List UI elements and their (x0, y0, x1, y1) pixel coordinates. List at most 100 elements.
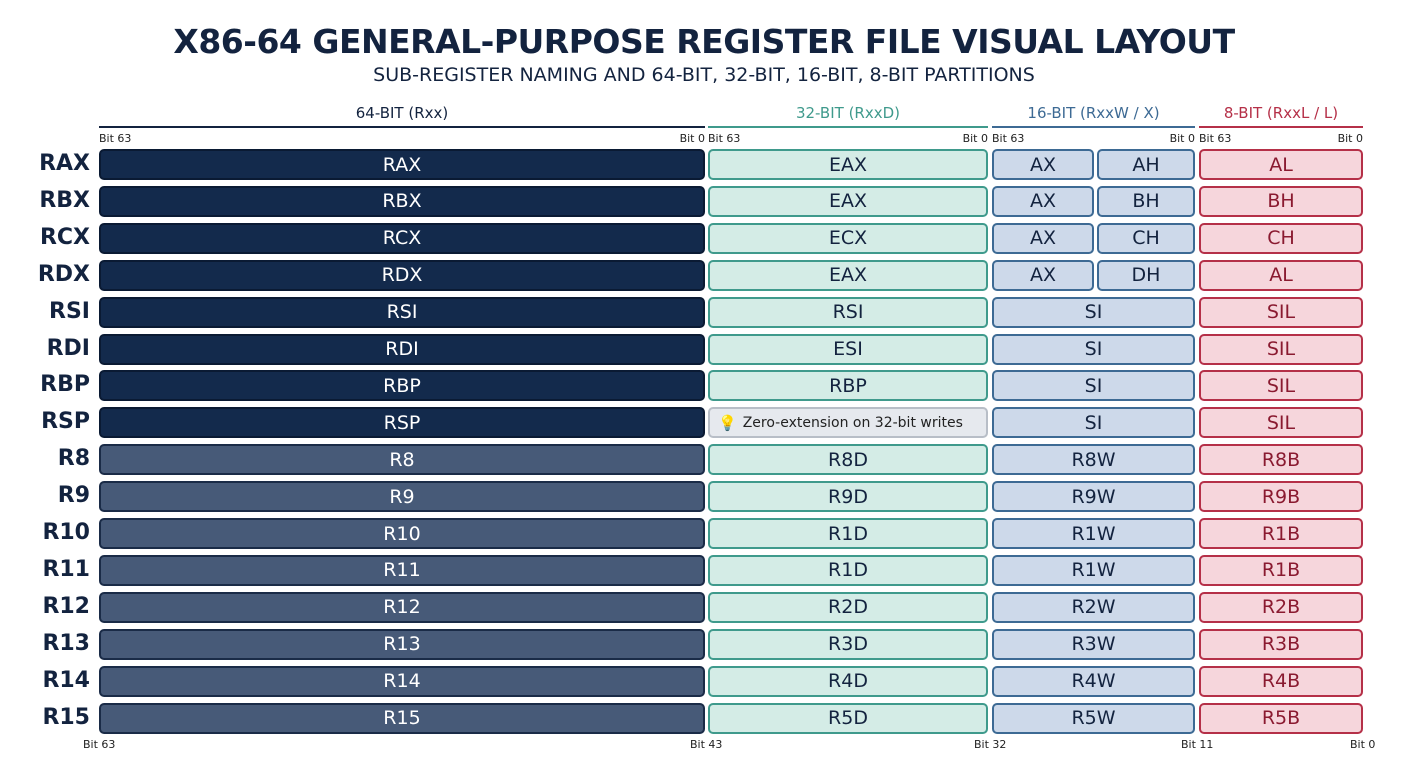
register-16bit: R9W (992, 481, 1195, 513)
bit-label: Bit 63 (99, 132, 132, 145)
lightbulb-icon: 💡 (718, 413, 737, 432)
register-8bit: R9B (1199, 481, 1363, 513)
register-64bit: R10 (99, 518, 705, 549)
register-8bit: SIL (1199, 296, 1363, 328)
bottom-bit-label: Bit 43 (690, 738, 723, 751)
register-64bit: RSI (99, 296, 705, 328)
register-16bit: AX (992, 222, 1094, 254)
column-header: 64-BIT (Rxx) (99, 104, 705, 128)
register-label: R14 (42, 667, 90, 693)
register-64bit: RBP (99, 370, 705, 402)
register-label: R9 (57, 483, 90, 509)
register-16bit: R2W (992, 591, 1195, 623)
register-16bit: AX (992, 149, 1094, 180)
bit-label: Bit 0 (962, 132, 988, 145)
register-16bit: SI (992, 370, 1195, 402)
register-8bit: AL (1199, 259, 1363, 291)
register-8bit: CH (1199, 222, 1363, 254)
register-label: R15 (42, 704, 90, 730)
register-8bit-high: CH (1097, 222, 1195, 254)
column-header: 32-BIT (RxxD) (708, 104, 988, 128)
bit-label: Bit 63 (1199, 132, 1232, 145)
bit-label: Bit 0 (1169, 132, 1195, 145)
register-32bit: RBP (708, 370, 988, 402)
register-32bit: R3D (708, 628, 988, 660)
register-64bit: R9 (99, 481, 705, 513)
note-text: Zero-extension on 32-bit writes (742, 414, 963, 431)
register-64bit: RCX (99, 222, 705, 254)
register-8bit: R1B (1199, 554, 1363, 586)
register-label: R13 (42, 630, 90, 656)
register-16bit: R1W (992, 518, 1195, 549)
register-16bit: R1W (992, 554, 1195, 586)
register-64bit: R14 (99, 665, 705, 697)
register-32bit: R1D (708, 518, 988, 549)
register-64bit: R11 (99, 554, 705, 586)
register-label: RCX (39, 224, 90, 250)
register-8bit-high: DH (1097, 259, 1195, 291)
register-8bit: R1B (1199, 518, 1363, 549)
register-32bit: R1D (708, 554, 988, 586)
register-8bit-high: BH (1097, 185, 1195, 217)
register-8bit: AL (1199, 149, 1363, 180)
register-64bit: RBX (99, 185, 705, 217)
register-label: RDI (46, 335, 90, 361)
page-title: X86-64 GENERAL-PURPOSE REGISTER FILE VIS… (173, 22, 1235, 61)
register-64bit: R12 (99, 591, 705, 623)
bit-label: Bit 0 (679, 132, 705, 145)
register-16bit: R8W (992, 444, 1195, 476)
register-16bit: R3W (992, 628, 1195, 660)
register-16bit: AX (992, 259, 1094, 291)
register-label: RAX (39, 151, 90, 176)
register-label: R12 (42, 593, 90, 619)
register-8bit: R5B (1199, 702, 1363, 734)
bottom-bit-label: Bit 63 (83, 738, 116, 751)
page-subtitle: SUB-REGISTER NAMING AND 64-BIT, 32-BIT, … (373, 64, 1035, 86)
register-64bit: R13 (99, 628, 705, 660)
register-16bit: SI (992, 296, 1195, 328)
register-64bit: RSP (99, 407, 705, 439)
register-32bit: R2D (708, 591, 988, 623)
register-16bit: SI (992, 407, 1195, 439)
register-16bit: R4W (992, 665, 1195, 697)
register-64bit: R8 (99, 444, 705, 476)
register-64bit: R15 (99, 702, 705, 734)
register-label: RDX (37, 261, 90, 287)
register-16bit: AX (992, 185, 1094, 217)
register-label: R8 (57, 446, 90, 472)
register-32bit: R8D (708, 444, 988, 476)
register-32bit: ECX (708, 222, 988, 254)
register-32bit: EAX (708, 149, 988, 180)
register-8bit: SIL (1199, 370, 1363, 402)
register-8bit: SIL (1199, 407, 1363, 439)
bit-label: Bit 63 (992, 132, 1025, 145)
register-64bit: RAX (99, 149, 705, 180)
register-32bit: RSI (708, 296, 988, 328)
column-header: 16-BIT (RxxW / X) (992, 104, 1195, 128)
register-label: RBP (40, 372, 90, 398)
register-32bit: R9D (708, 481, 988, 513)
register-8bit: R2B (1199, 591, 1363, 623)
register-8bit: R4B (1199, 665, 1363, 697)
register-16bit: R5W (992, 702, 1195, 734)
register-64bit: RDI (99, 333, 705, 365)
register-8bit-high: AH (1097, 149, 1195, 180)
register-8bit: R3B (1199, 628, 1363, 660)
register-8bit: R8B (1199, 444, 1363, 476)
bottom-bit-label: Bit 32 (974, 738, 1007, 751)
zero-extension-note: 💡 Zero-extension on 32-bit writes (708, 407, 988, 439)
register-label: R10 (42, 520, 90, 545)
column-header: 8-BIT (RxxL / L) (1199, 104, 1363, 128)
register-label: RSI (49, 298, 90, 324)
register-32bit: R5D (708, 702, 988, 734)
bit-label: Bit 0 (1337, 132, 1363, 145)
register-8bit: SIL (1199, 333, 1363, 365)
register-32bit: EAX (708, 185, 988, 217)
register-8bit: BH (1199, 185, 1363, 217)
bottom-bit-label: Bit 0 (1350, 738, 1376, 751)
register-32bit: ESI (708, 333, 988, 365)
register-label: R11 (42, 556, 90, 582)
register-64bit: RDX (99, 259, 705, 291)
register-32bit: R4D (708, 665, 988, 697)
register-label: RSP (41, 409, 90, 435)
